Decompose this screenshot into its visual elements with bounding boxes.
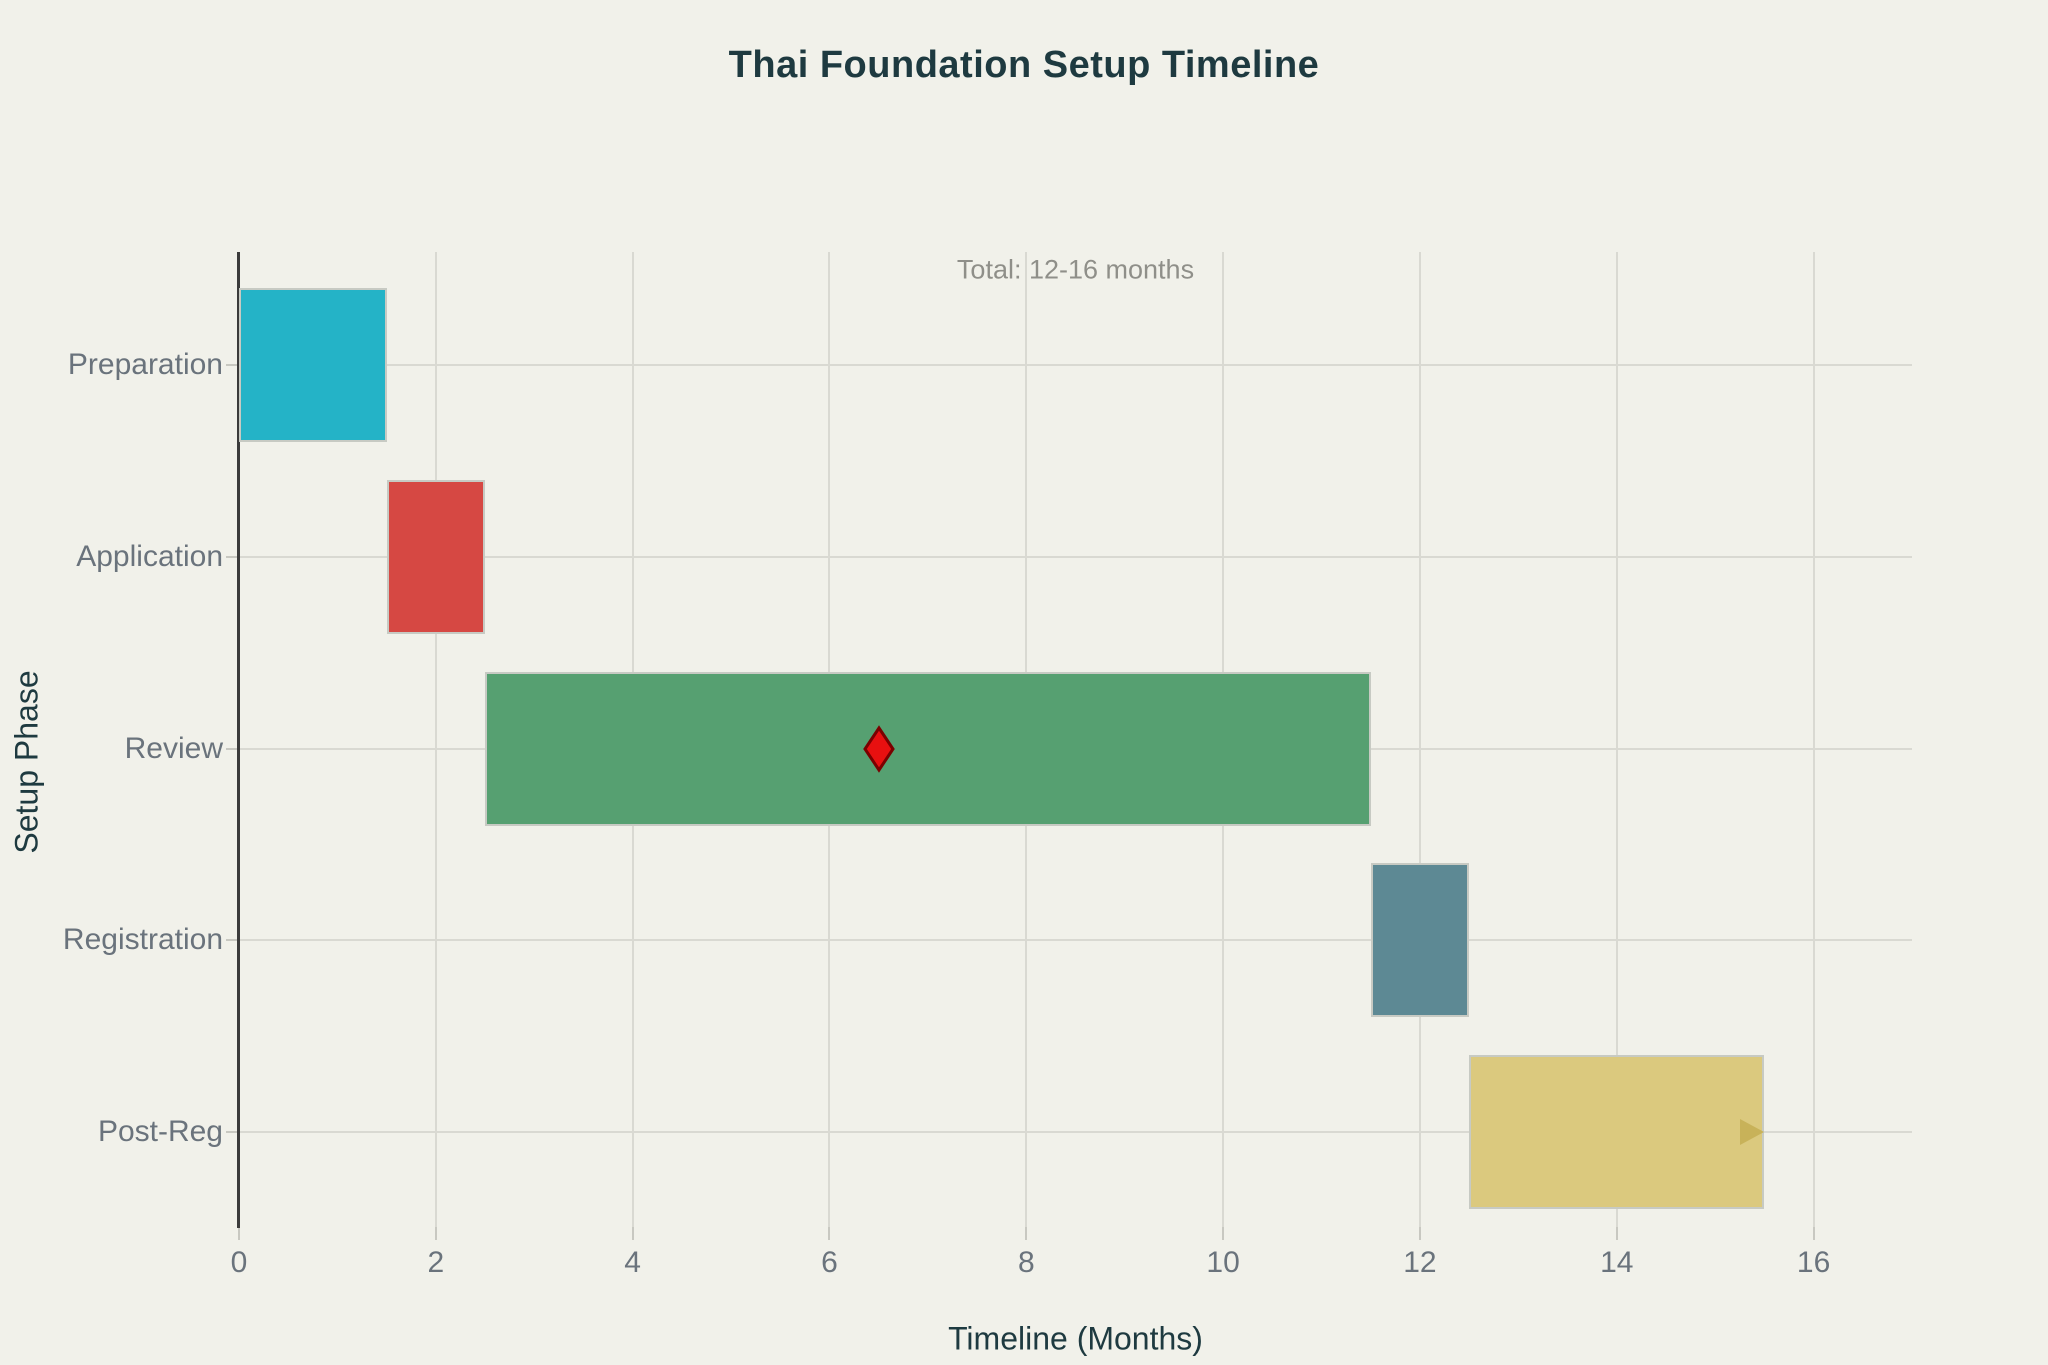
category-label-preparation: Preparation — [67, 348, 223, 381]
x-tick-2 — [434, 1227, 437, 1240]
x-tick-6 — [828, 1227, 831, 1240]
gridline-row-4 — [239, 1131, 1912, 1133]
gridline-x-12 — [1418, 252, 1421, 1227]
x-tick-16 — [1812, 1227, 1815, 1240]
continues-arrow — [1739, 1118, 1765, 1146]
category-label-post-reg: Post-Reg — [97, 1115, 223, 1148]
x-tick-label-16: 16 — [1796, 1246, 1831, 1279]
x-tick-label-0: 0 — [230, 1246, 248, 1279]
x-tick-12 — [1418, 1227, 1421, 1240]
x-axis-label: Timeline (Months) — [948, 1320, 1203, 1357]
x-tick-4 — [631, 1227, 634, 1240]
y-tick-1 — [226, 555, 239, 558]
bar-post-reg — [1469, 1055, 1765, 1209]
x-tick-14 — [1615, 1227, 1618, 1240]
y-tick-3 — [226, 939, 239, 942]
bar-review — [485, 671, 1371, 826]
diamond-icon — [862, 724, 895, 773]
y-axis-spine — [237, 252, 240, 1228]
gridline-x-2 — [434, 252, 437, 1227]
gridline-row-3 — [239, 939, 1912, 942]
y-tick-4 — [226, 1131, 239, 1133]
bar-application — [386, 479, 486, 634]
x-tick-label-8: 8 — [1017, 1246, 1035, 1279]
x-tick-0 — [238, 1227, 240, 1240]
x-tick-label-6: 6 — [821, 1246, 838, 1279]
gridline-x-14 — [1615, 252, 1618, 1227]
milestone-diamond-marker — [862, 724, 896, 773]
x-tick-label-2: 2 — [427, 1246, 445, 1279]
x-tick-label-12: 12 — [1403, 1246, 1437, 1279]
chart-title: Thai Foundation Setup Timeline — [728, 44, 1320, 86]
category-label-registration: Registration — [62, 923, 223, 957]
category-label-application: Application — [76, 539, 223, 573]
y-tick-2 — [226, 747, 239, 750]
category-label-review: Review — [124, 731, 223, 765]
x-tick-label-4: 4 — [624, 1246, 641, 1279]
gridline-row-1 — [239, 555, 1912, 558]
x-tick-label-10: 10 — [1206, 1246, 1240, 1279]
arrow-right-icon — [1739, 1119, 1764, 1145]
gridline-x-16 — [1812, 252, 1815, 1227]
bar-preparation — [239, 288, 387, 442]
x-tick-8 — [1025, 1227, 1028, 1240]
x-tick-10 — [1222, 1227, 1225, 1240]
x-tick-label-14: 14 — [1600, 1246, 1634, 1279]
total-annotation: Total: 12-16 months — [956, 254, 1195, 285]
bar-registration — [1370, 863, 1470, 1018]
gridline-row-0 — [239, 364, 1912, 366]
y-tick-0 — [226, 364, 239, 366]
